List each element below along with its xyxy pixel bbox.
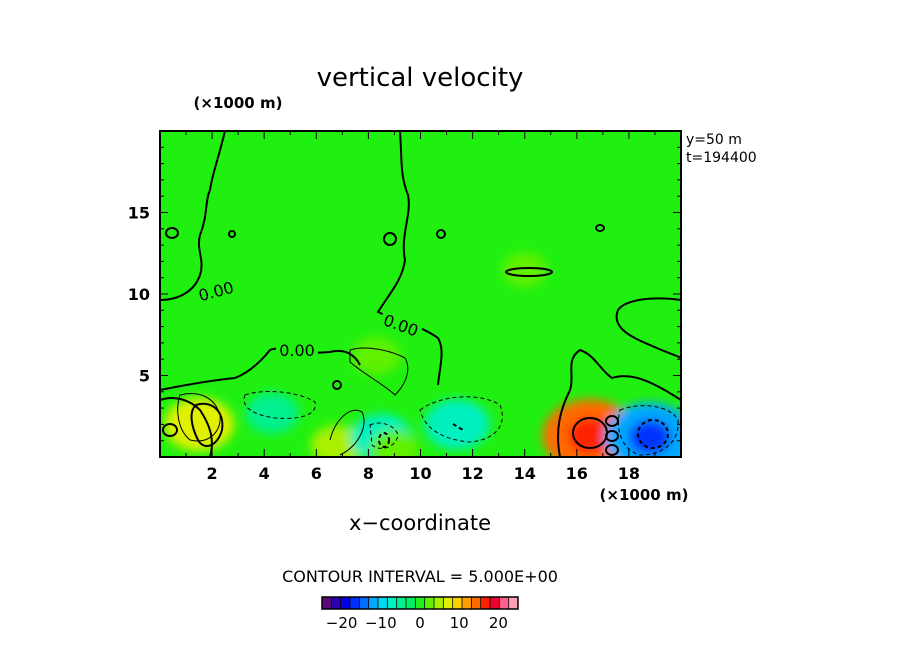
colorbar-swatch	[359, 597, 369, 609]
plot-area: 0.00 0.00 0.00	[160, 131, 681, 457]
colorbar-tick-label: 10	[450, 614, 469, 632]
x-tick-label: 10	[409, 464, 431, 483]
contour-ring	[332, 380, 342, 390]
contour-ring	[605, 444, 619, 456]
colorbar-tick-label: 20	[489, 614, 508, 632]
negative-contour	[419, 396, 503, 443]
x-axis-label: x−coordinate	[349, 511, 491, 535]
field-feature	[370, 430, 419, 457]
zero-contour-right-lower	[557, 348, 681, 457]
colorbar-swatch	[415, 597, 425, 609]
negative-contour	[452, 423, 464, 431]
negative-contour	[369, 422, 399, 449]
contour-ring	[383, 232, 397, 246]
negative-contour	[243, 390, 316, 419]
colorbar-swatch	[331, 597, 341, 609]
negative-contour	[637, 419, 669, 449]
colorbar-swatch	[452, 597, 463, 609]
colorbar-swatch	[322, 597, 332, 609]
colorbar-tick-label: 0	[415, 614, 425, 632]
colorbar-swatch	[378, 597, 388, 609]
contour-ring	[595, 224, 605, 232]
colorbar-tick-label: −20	[326, 614, 358, 632]
annotation-time: t=194400	[686, 150, 757, 166]
y-tick-label: 5	[139, 367, 150, 386]
x-axis-unit: (×1000 m)	[600, 486, 689, 504]
thin-contours	[177, 347, 409, 456]
colorbar-swatch	[443, 597, 453, 609]
colorbar-swatch	[340, 597, 351, 609]
field-feature	[164, 397, 234, 452]
x-tick-label: 4	[259, 464, 270, 483]
colorbar-tick-labels: −20 −10 0 10 20	[326, 614, 508, 632]
colorbar-swatch	[396, 597, 407, 609]
field-feature	[502, 252, 548, 287]
contour-ring	[605, 415, 619, 427]
contour-ring	[436, 229, 446, 239]
annotation-y-level: y=50 m	[686, 132, 742, 148]
field-feature	[424, 399, 490, 450]
contour-lines	[160, 131, 681, 457]
zero-contour-lower	[160, 397, 213, 457]
colorbar-tick-label: −10	[365, 614, 397, 632]
thin-contour	[329, 409, 365, 456]
contour-ring	[605, 430, 619, 442]
y-axis-unit: (×1000 m)	[194, 94, 283, 112]
thin-contour	[349, 347, 409, 396]
axis-ticks	[160, 131, 681, 457]
colorbar-swatch	[406, 597, 416, 609]
colorbar-swatch	[480, 597, 491, 609]
chart-title: vertical velocity	[317, 63, 524, 93]
field-feature	[351, 337, 401, 375]
colorbar-swatch	[424, 597, 435, 609]
colorbar-swatch	[471, 597, 481, 609]
contour-interval-text: CONTOUR INTERVAL = 5.000E+00	[282, 567, 558, 586]
contour-label: 0.00	[279, 341, 315, 360]
contour-ring	[228, 230, 236, 238]
contour-ring	[162, 423, 178, 437]
x-tick-label: 8	[363, 464, 374, 483]
y-tick-label: 10	[128, 285, 150, 304]
x-tick-label: 14	[514, 464, 536, 483]
colorbar-swatch	[368, 597, 379, 609]
x-tick-labels: 2 4 6 8 10 12 14 16 18	[207, 464, 641, 483]
positive-contour-left	[190, 402, 224, 448]
x-tick-label: 18	[618, 464, 640, 483]
y-tick-label: 15	[128, 204, 150, 223]
colorbar-swatch	[508, 597, 519, 609]
thin-contour	[177, 393, 221, 442]
colorbar-swatch	[434, 597, 444, 609]
field-features	[164, 252, 681, 457]
zero-contour-left	[160, 131, 226, 301]
x-tick-label: 12	[461, 464, 483, 483]
colorbar-swatch	[387, 597, 397, 609]
colorbar-swatch	[350, 597, 360, 609]
y-tick-labels: 5 10 15	[128, 204, 150, 386]
colorbar	[321, 596, 519, 610]
x-tick-label: 6	[311, 464, 322, 483]
field-feature	[310, 425, 364, 457]
contour-ring	[505, 267, 553, 277]
zero-contour-center	[376, 131, 443, 386]
negative-contour	[378, 432, 390, 448]
colorbar-swatch	[462, 597, 472, 609]
zero-contour-right-loop	[615, 297, 681, 359]
negative-contour	[617, 405, 679, 456]
x-tick-label: 16	[566, 464, 588, 483]
colorbar-swatch	[490, 597, 500, 609]
negative-contours	[243, 390, 679, 456]
field-feature	[245, 392, 299, 434]
zero-contour-mid	[160, 347, 361, 391]
x-tick-label: 2	[207, 464, 218, 483]
colorbar-frame	[321, 596, 519, 610]
colorbar-swatch	[499, 597, 509, 609]
contour-ring	[165, 227, 179, 239]
